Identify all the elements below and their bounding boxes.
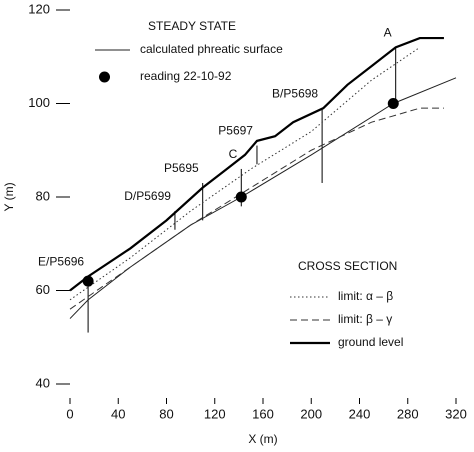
x-tick-label: 40 (111, 406, 125, 421)
legend-swatch (99, 71, 110, 83)
legend-label: limit: β – γ (338, 312, 392, 326)
x-tick-label: 120 (204, 406, 226, 421)
series-line (69, 77, 457, 319)
y-tick-label: 80 (36, 188, 50, 203)
x-axis-label: X (m) (248, 432, 277, 446)
y-tick-label: 60 (36, 282, 50, 297)
series-line (69, 36, 444, 292)
x-tick-label: 320 (445, 406, 467, 421)
y-tick-label: 100 (28, 95, 50, 110)
y-tick-label: 40 (36, 375, 50, 390)
y-axis-label: Y (m) (2, 182, 16, 211)
borehole-label: E/P5696 (38, 255, 84, 269)
legend-title: STEADY STATE (148, 19, 236, 33)
borehole-label: D/P5699 (124, 189, 171, 203)
x-tick-label: 200 (300, 406, 322, 421)
legend-title: CROSS SECTION (298, 259, 397, 273)
reading-point (82, 275, 94, 287)
legend-label: reading 22-10-92 (140, 69, 232, 83)
reading-point (387, 98, 399, 109)
x-tick-label: 160 (252, 406, 274, 421)
legend-label: calculated phreatic surface (140, 42, 283, 56)
borehole-label: A (384, 26, 392, 40)
x-tick-label: 0 (66, 406, 73, 421)
borehole-label: P5695 (164, 161, 199, 175)
x-tick-label: 240 (349, 406, 371, 421)
x-tick-label: 280 (397, 406, 419, 421)
series-line (69, 107, 444, 310)
borehole-label: P5697 (218, 124, 253, 138)
borehole-label: C (229, 147, 238, 161)
y-tick-label: 120 (28, 1, 50, 16)
x-tick-label: 80 (159, 406, 173, 421)
reading-point (235, 191, 247, 203)
borehole-label: B/P5698 (272, 86, 318, 100)
legend-label: ground level (338, 335, 403, 349)
legend-label: limit: α – β (338, 289, 393, 303)
